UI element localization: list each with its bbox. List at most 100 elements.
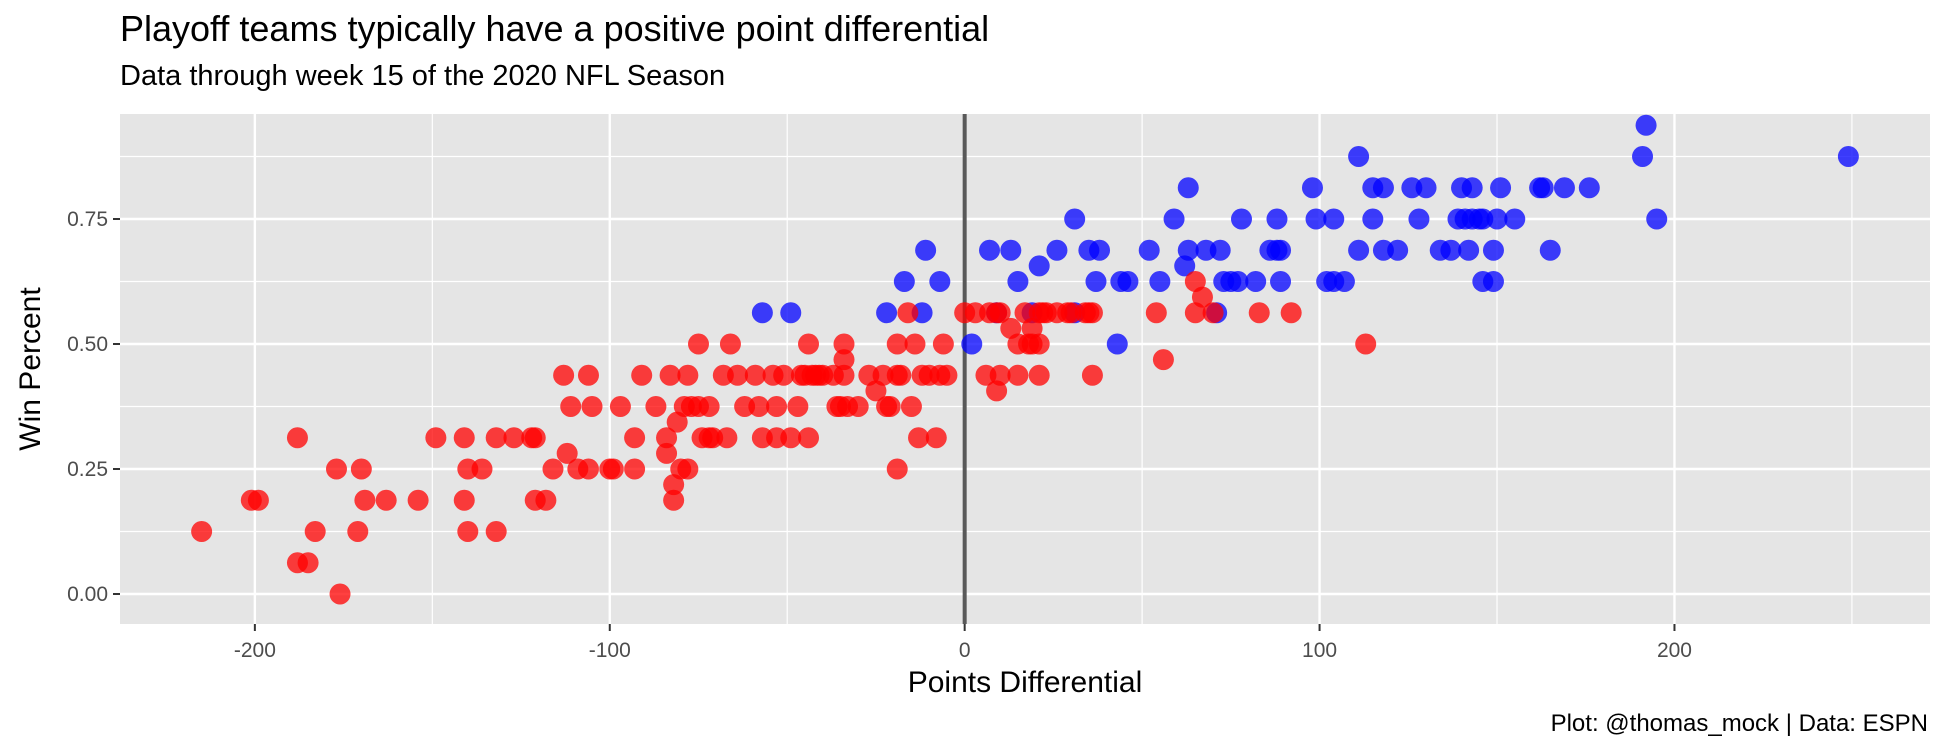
data-point-red [1021,317,1043,339]
data-point-blue [1174,255,1196,277]
data-point-blue [1837,146,1859,167]
data-point-red [1248,302,1270,324]
data-point-red [886,333,908,355]
data-point-blue [1632,146,1654,167]
data-point-blue [1007,271,1029,292]
data-point-red [624,458,646,480]
data-point-blue [1064,208,1086,230]
data-point-red [659,364,681,386]
data-point-blue [1106,333,1128,355]
data-point-red [847,396,869,417]
data-point-red [698,396,720,417]
x-tick-label: 0 [959,639,971,662]
data-point-blue [1301,177,1323,199]
data-point-red [471,458,493,480]
data-point-blue [1362,208,1384,230]
data-point-red [890,364,912,386]
data-point-red [1191,286,1213,308]
data-point-red [286,427,308,449]
data-point-red [748,396,770,417]
data-point-blue [1117,271,1139,292]
data-point-blue [1177,239,1199,261]
data-point-red [904,333,926,355]
data-point-blue [1085,271,1107,292]
data-point-red [602,458,624,480]
data-point-red [773,364,795,386]
data-point-red [453,427,475,449]
data-point-blue [1245,271,1267,292]
data-point-red [656,442,678,464]
data-point-blue [1486,208,1508,230]
data-point-blue [1532,177,1554,199]
data-point-red [677,364,699,386]
data-point-blue [1089,239,1111,261]
data-point-red [936,364,958,386]
data-point-blue [1348,146,1370,167]
data-point-red [798,333,820,355]
y-axis-title: Win Percent [14,287,47,451]
data-point-red [407,489,429,511]
data-point-red [677,458,699,480]
data-point-blue [1482,271,1504,292]
data-point-red [1028,333,1050,355]
data-point-red [556,442,578,464]
data-point-blue [1138,239,1160,261]
data-point-red [624,427,646,449]
data-point-red [1355,333,1377,355]
data-point-blue [1163,208,1185,230]
data-point-blue [1490,177,1512,199]
data-point-blue [1408,208,1430,230]
data-point-blue [1482,239,1504,261]
data-point-blue [915,239,937,261]
data-point-blue [1415,177,1437,199]
data-point-red [354,489,376,511]
data-point-red [865,380,887,402]
data-point-red [666,411,688,433]
data-point-red [833,349,855,371]
data-point-red [719,333,741,355]
x-tick-label: 200 [1657,639,1692,662]
data-points [191,114,1859,605]
data-point-blue [1270,271,1292,292]
grid-lines [120,114,1930,624]
data-point-red [542,458,564,480]
data-point-blue [1348,239,1370,261]
data-point-blue [1305,208,1327,230]
data-point-red [425,427,447,449]
data-point-blue [1553,177,1575,199]
data-point-red [897,302,919,324]
data-point-blue [1270,239,1292,261]
data-point-red [989,302,1011,324]
data-point-red [1081,302,1103,324]
data-point-blue [1209,239,1231,261]
data-point-blue [1333,271,1355,292]
data-point-blue [1149,271,1171,292]
data-point-red [656,427,678,449]
data-point-red [304,521,326,542]
data-point-red [1081,364,1103,386]
data-point-red [932,333,954,355]
data-point-blue [1646,208,1668,230]
x-tick-label: -100 [589,639,631,662]
data-point-red [986,380,1008,402]
y-tick-label: 0.25 [67,458,108,481]
x-tick-label: -200 [234,639,276,662]
data-point-blue [961,333,983,355]
data-point-red [886,458,908,480]
data-point-red [787,396,809,417]
data-point-red [524,427,546,449]
x-tick-label: 100 [1302,639,1337,662]
data-point-red [833,333,855,355]
data-point-red [798,427,820,449]
data-point-blue [1635,114,1657,136]
data-point-blue [979,239,1001,261]
data-point-blue [1578,177,1600,199]
data-point-blue [1372,177,1394,199]
data-point-red [247,489,269,511]
data-point-red [1145,302,1167,324]
data-point-blue [876,302,898,324]
data-point-red [716,427,738,449]
data-point-red [1202,302,1224,324]
data-point-red [900,396,922,417]
data-point-red [744,364,766,386]
